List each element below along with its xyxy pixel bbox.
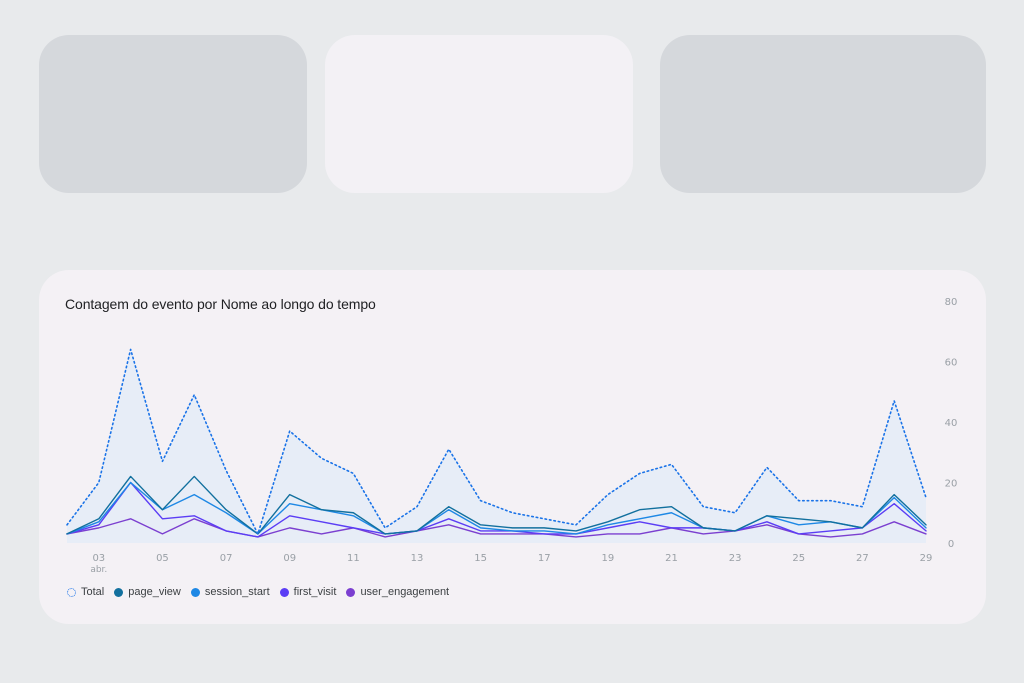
- summary-card-middle: [325, 35, 633, 193]
- series-line-user_engagement[interactable]: [66, 518, 927, 538]
- x-tick-label: 03: [92, 553, 105, 564]
- chart-legend: Total page_view session_start first_visit us…: [67, 586, 449, 598]
- event-count-chart-card: 80 60 40 20 0 03 05 07 09 11 13 15 17 19 21 23 25 27 29 abr…: [39, 270, 986, 624]
- legend-item-user_engagement[interactable]: user_engagement: [346, 586, 449, 598]
- x-tick-label: 25: [792, 553, 805, 564]
- legend-swatch-icon: [114, 587, 124, 597]
- x-tick-label: 11: [347, 553, 360, 564]
- x-tick-label: 15: [474, 553, 487, 564]
- y-tick-label: 40: [945, 418, 958, 429]
- legend-item-total[interactable]: Total: [67, 586, 104, 598]
- legend-swatch-icon: [190, 587, 200, 597]
- legend-label: page_view: [128, 586, 181, 598]
- x-tick-label: 13: [411, 553, 424, 564]
- y-tick-label: 20: [945, 479, 958, 490]
- legend-item-page_view[interactable]: page_view: [114, 586, 181, 598]
- legend-label: Total: [81, 586, 105, 598]
- chart-title: Contagem do evento por Nome ao longo do …: [65, 296, 376, 312]
- summary-card-right: [660, 35, 986, 193]
- series-line-first_visit[interactable]: [66, 481, 927, 538]
- x-tick-month-label: abr.: [90, 565, 107, 575]
- x-tick-label: 07: [220, 553, 233, 564]
- legend-swatch-icon: [67, 587, 76, 597]
- x-tick-label: 19: [601, 553, 614, 564]
- x-tick-label: 29: [920, 553, 933, 564]
- summary-card-left: [39, 35, 307, 193]
- y-tick-label: 60: [945, 358, 958, 369]
- legend-label: first_visit: [293, 586, 337, 598]
- legend-item-session_start[interactable]: session_start: [190, 586, 270, 598]
- x-tick-label: 21: [665, 553, 678, 564]
- x-tick-label: 05: [156, 553, 169, 564]
- legend-label: session_start: [204, 586, 270, 598]
- x-tick-label: 17: [538, 553, 551, 564]
- y-tick-label: 80: [945, 297, 958, 308]
- legend-item-first_visit[interactable]: first_visit: [279, 586, 337, 598]
- event-count-line-chart[interactable]: 80 60 40 20 0 03 05 07 09 11 13 15 17 19 21 23 25 27 29 abr…: [39, 270, 986, 624]
- total-area-fill: [67, 349, 926, 543]
- legend-swatch-icon: [346, 587, 356, 597]
- x-tick-label: 23: [729, 553, 742, 564]
- legend-swatch-icon: [279, 587, 289, 597]
- series-line-page_view[interactable]: [66, 475, 927, 535]
- x-tick-label: 27: [856, 553, 869, 564]
- series-line-session_start[interactable]: [66, 481, 927, 535]
- legend-label: user_engagement: [360, 586, 450, 598]
- x-tick-label: 09: [283, 553, 296, 564]
- y-tick-label: 0: [948, 539, 954, 550]
- series-line-total[interactable]: [66, 348, 927, 535]
